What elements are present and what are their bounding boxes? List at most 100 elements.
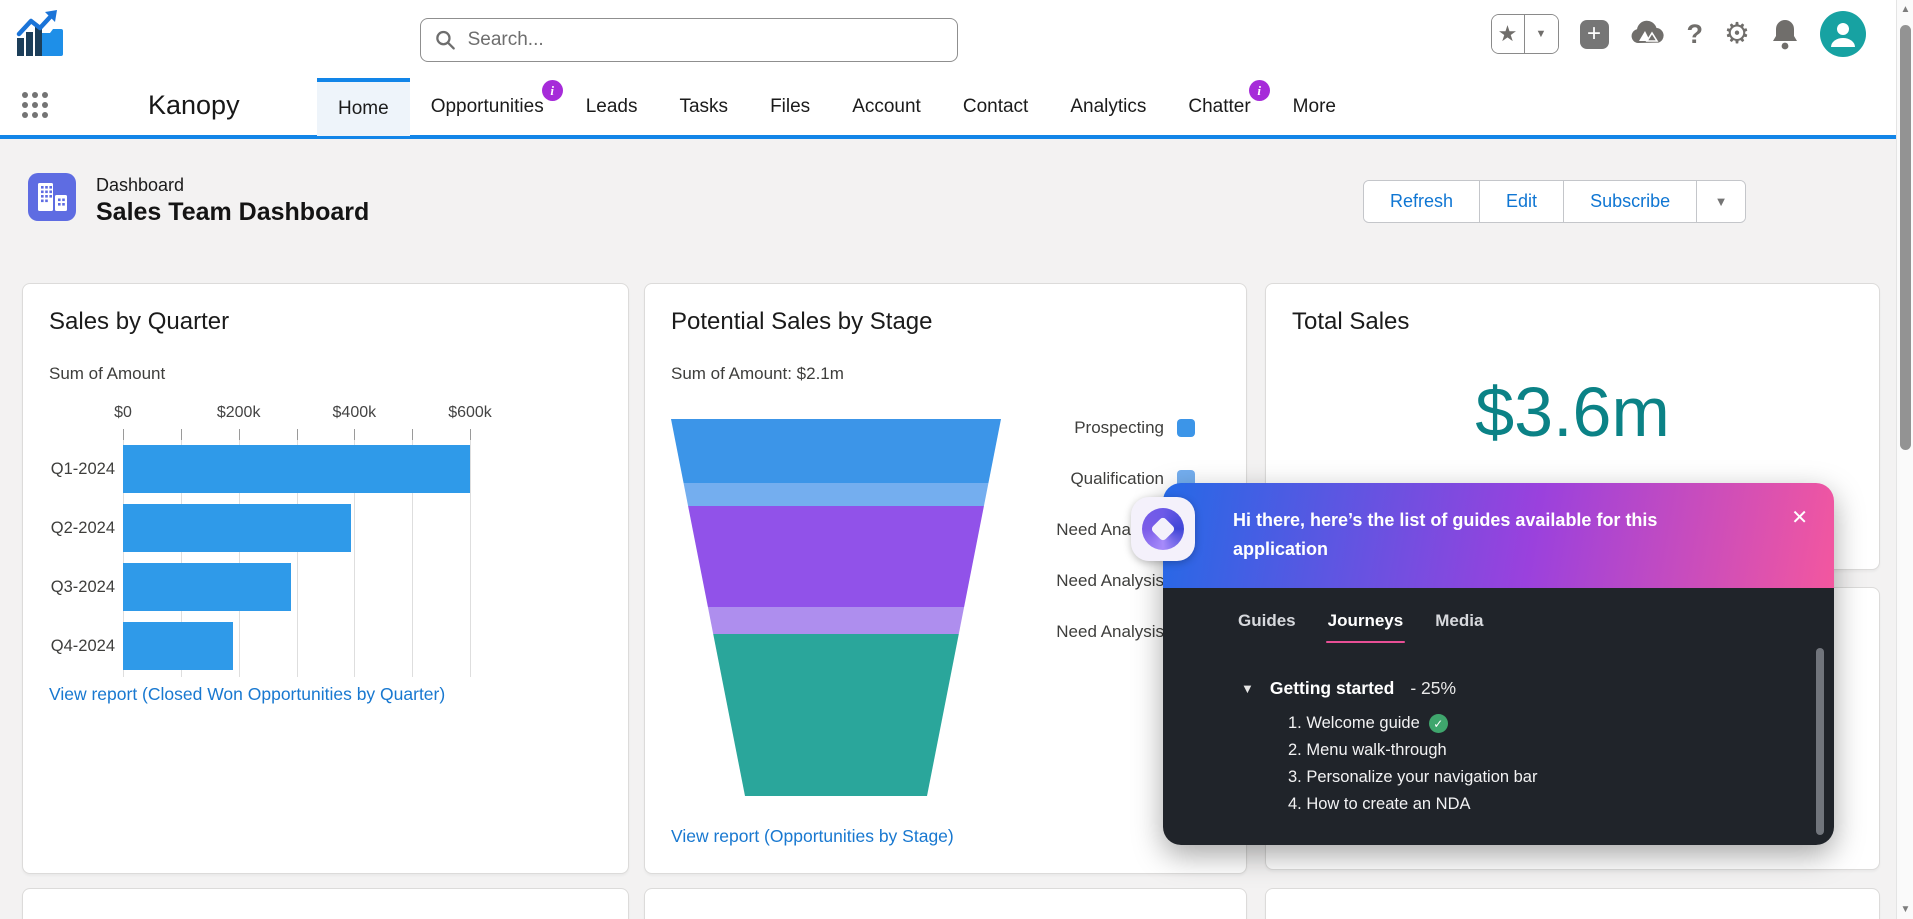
- nav-tab-label: More: [1292, 96, 1336, 117]
- app-launcher-icon[interactable]: [22, 92, 54, 124]
- global-actions-plus-icon[interactable]: +: [1579, 19, 1609, 49]
- edit-button[interactable]: Edit: [1480, 181, 1565, 222]
- legend-label: Need Analysis: [1056, 621, 1164, 641]
- bar-chart-plot: [123, 440, 541, 677]
- bar-chart-axis-ticks: [123, 429, 541, 440]
- card-partial-bottom-middle: [644, 888, 1247, 919]
- header-button-group: Refresh Edit Subscribe ▼: [1363, 180, 1747, 223]
- guide-popup-greeting: Hi there, here’s the list of guides avai…: [1233, 510, 1658, 559]
- card-potential-sales-by-stage: Potential Sales by Stage Sum of Amount: …: [644, 283, 1247, 874]
- guide-popup-body: Guides Journeys Media ▼ Getting started - …: [1163, 588, 1834, 845]
- nav-tab-files[interactable]: Files: [749, 78, 831, 136]
- bar-chart-axis-labels: $0 $200k $400k $600k: [114, 404, 541, 426]
- scroll-up-icon[interactable]: ▲: [1900, 4, 1911, 15]
- funnel-segment-3[interactable]: [671, 607, 1001, 634]
- card-title: Potential Sales by Stage: [671, 308, 933, 335]
- top-bar: ★ ▼ + ? ⚙ Kanopy HomeOpportunitiesiLeads…: [0, 0, 1896, 139]
- bar-Q2-2024[interactable]: [123, 504, 352, 552]
- funnel-segment-1[interactable]: [671, 483, 1001, 506]
- funnel-segment-2[interactable]: [671, 505, 1001, 608]
- axis-tick-label: $0: [114, 404, 132, 421]
- favorites-dropdown-icon[interactable]: ▼: [1524, 15, 1558, 53]
- view-report-link[interactable]: View report (Closed Won Opportunities by…: [49, 684, 446, 704]
- completed-check-icon: ✓: [1428, 714, 1448, 733]
- nav-tab-analytics[interactable]: Analytics: [1049, 78, 1167, 136]
- journey-item[interactable]: 3. Personalize your navigation bar: [1288, 764, 1537, 791]
- nav-tab-leads[interactable]: Leads: [565, 78, 659, 136]
- help-question-icon[interactable]: ?: [1686, 18, 1704, 49]
- bar-category-label: Q4-2024: [50, 637, 115, 655]
- nav-tab-label: Home: [338, 98, 389, 119]
- nav-tab-tasks[interactable]: Tasks: [658, 78, 749, 136]
- info-badge-icon: i: [541, 80, 563, 101]
- popup-tab-guides[interactable]: Guides: [1238, 611, 1296, 630]
- bar-Q1-2024[interactable]: [123, 445, 470, 493]
- page-scrollbar[interactable]: ▲ ▼: [1896, 0, 1913, 919]
- journey-item[interactable]: 2. Menu walk-through: [1288, 737, 1537, 764]
- app-logo-icon: [14, 8, 64, 60]
- popup-scrollbar-thumb[interactable]: [1816, 648, 1824, 835]
- funnel-chart: [671, 419, 1001, 796]
- journey-items: 1. Welcome guide ✓ 2. Menu walk-through 3. …: [1288, 710, 1537, 818]
- bar-chart-bars: [123, 440, 541, 676]
- more-actions-dropdown[interactable]: ▼: [1697, 181, 1746, 222]
- favorites-group: ★ ▼: [1490, 14, 1559, 54]
- nav-tab-label: Opportunities: [430, 96, 544, 117]
- nav-tab-chatter[interactable]: Chatter i: [1167, 78, 1271, 136]
- nav-tabs: Home Opportunities i Leads Tasks Files Account…: [317, 78, 1357, 136]
- dashboard-header: Dashboard Sales Team Dashboard Refresh Ed…: [0, 143, 1896, 255]
- card-partial-bottom-left: [22, 888, 629, 919]
- setup-gear-icon[interactable]: ⚙: [1724, 17, 1750, 50]
- page-scrollbar-thumb[interactable]: [1900, 25, 1911, 450]
- legend-label: Qualification: [1070, 468, 1164, 488]
- journey-item-label: 4. How to create an NDA: [1288, 795, 1471, 813]
- legend-swatch: [1177, 418, 1195, 437]
- guide-popup-tabs: Guides Journeys Media: [1238, 611, 1483, 643]
- page-title: Sales Team Dashboard: [96, 198, 370, 226]
- journey-item[interactable]: 4. How to create an NDA: [1288, 791, 1537, 818]
- chart-axis-title: Sum of Amount: [49, 364, 166, 383]
- bar-category-label: Q2-2024: [50, 519, 115, 537]
- funnel-segment-0[interactable]: [671, 419, 1001, 484]
- popup-tab-journeys[interactable]: Journeys: [1325, 611, 1405, 643]
- user-avatar[interactable]: [1820, 11, 1866, 57]
- card-title: Total Sales: [1292, 308, 1410, 335]
- search-icon: [436, 30, 455, 50]
- nav-tab-label: Contact: [962, 96, 1029, 117]
- nav-tab-home[interactable]: Home: [317, 78, 410, 136]
- close-icon[interactable]: ✕: [1791, 507, 1808, 529]
- scroll-down-icon[interactable]: ▼: [1900, 904, 1911, 915]
- popup-tab-media[interactable]: Media: [1435, 611, 1484, 630]
- legend-label: Prospecting: [1074, 417, 1164, 437]
- nav-tab-label: Tasks: [679, 96, 729, 117]
- nav-tab-account[interactable]: Account: [831, 78, 942, 136]
- nav-tab-more[interactable]: More: [1272, 78, 1357, 136]
- journey-progress: - 25%: [1410, 678, 1457, 698]
- search-input[interactable]: [467, 29, 943, 51]
- bar-category-label: Q3-2024: [50, 578, 115, 596]
- bar-Q3-2024[interactable]: [123, 563, 291, 611]
- nav-tab-label: Account: [852, 96, 921, 117]
- journey-item[interactable]: 1. Welcome guide ✓: [1288, 710, 1537, 737]
- view-report-link[interactable]: View report (Opportunities by Stage): [671, 826, 954, 846]
- bar-category-label: Q1-2024: [50, 460, 115, 478]
- total-sales-metric: $3.6m: [1475, 373, 1670, 451]
- journey-item-label: 1. Welcome guide: [1288, 714, 1420, 732]
- nav-tab-opportunities[interactable]: Opportunities i: [410, 78, 565, 136]
- guidance-center-cloud-icon[interactable]: [1630, 19, 1666, 49]
- refresh-button[interactable]: Refresh: [1364, 181, 1481, 222]
- notifications-bell-icon[interactable]: [1771, 18, 1799, 50]
- journey-header[interactable]: ▼ Getting started - 25%: [1241, 678, 1456, 699]
- nav-tab-label: Files: [770, 96, 811, 117]
- funnel-segment-4[interactable]: [671, 633, 1001, 796]
- journey-item-label: 3. Personalize your navigation bar: [1288, 768, 1538, 786]
- bar-Q4-2024[interactable]: [123, 622, 233, 670]
- nav-tab-contact[interactable]: Contact: [942, 78, 1049, 136]
- card-title: Sales by Quarter: [49, 308, 230, 335]
- favorites-star-icon[interactable]: ★: [1491, 15, 1525, 53]
- bar-chart-row-labels: Q1-2024 Q2-2024 Q3-2024 Q4-2024: [23, 440, 115, 676]
- subscribe-button[interactable]: Subscribe: [1564, 181, 1698, 222]
- guide-popup: Hi there, here’s the list of guides avai…: [1131, 483, 1834, 845]
- object-type-label: Dashboard: [96, 175, 185, 195]
- nav-tab-label: Chatter: [1188, 96, 1251, 117]
